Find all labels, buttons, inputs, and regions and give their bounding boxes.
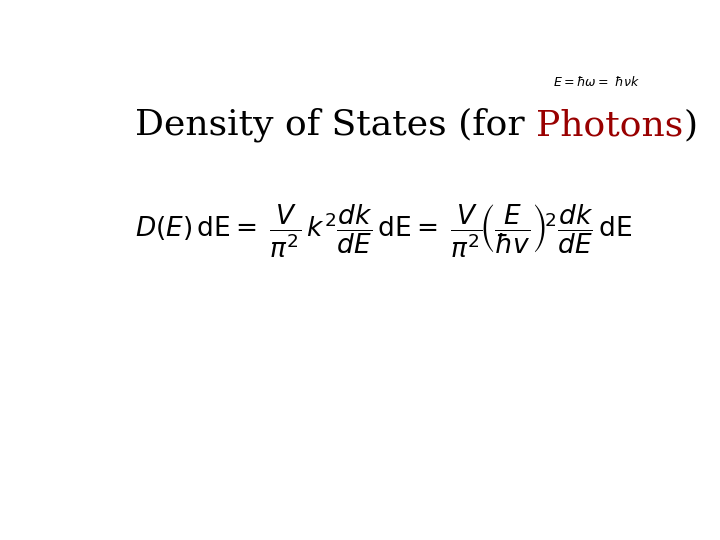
Text: $D(E)\,\mathrm{dE}{=}\;\dfrac{V}{\pi^2}\, k^2 \dfrac{dk}{dE}\,\mathrm{dE}{=}\;\d: $D(E)\,\mathrm{dE}{=}\;\dfrac{V}{\pi^2}\… [135, 202, 631, 260]
Text: Photons: Photons [536, 108, 683, 142]
Text: ): ) [683, 108, 697, 142]
Text: $E = \hbar\omega = \ \hbar\nu k$: $E = \hbar\omega = \ \hbar\nu k$ [552, 75, 639, 89]
Text: Density of States (for: Density of States (for [135, 108, 536, 143]
